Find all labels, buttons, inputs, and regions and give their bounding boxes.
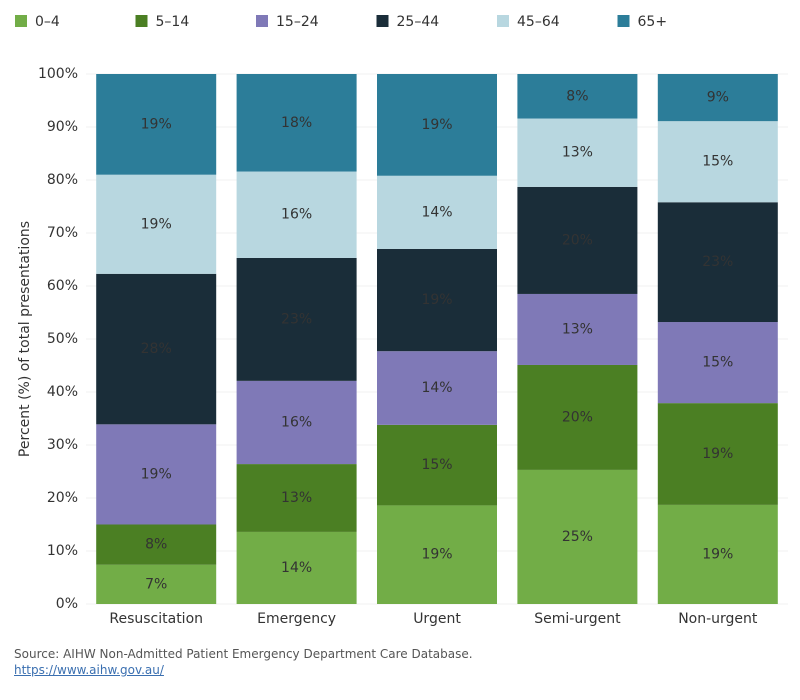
x-tick-label: Urgent [413, 611, 461, 627]
y-axis-title: Percent (%) of total presentations [17, 221, 33, 457]
bar-segment [517, 364, 638, 470]
data-label: 25% [562, 529, 593, 545]
link-wrap: https://www.aihw.gov.au/ [14, 663, 164, 677]
data-label: 7% [145, 576, 167, 592]
link[interactable]: https://www.aihw.gov.au/ [14, 663, 164, 677]
data-label: 19% [141, 466, 172, 482]
y-tick-label: 50% [47, 331, 78, 347]
data-label: 14% [281, 560, 312, 576]
y-tick-label: 70% [47, 225, 78, 241]
y-tick-label: 0% [56, 596, 78, 612]
bar-segment [517, 118, 638, 187]
bar-segment [377, 505, 497, 604]
bar-segment [657, 504, 778, 604]
data-label: 19% [421, 117, 452, 133]
data-label: 8% [566, 88, 588, 104]
data-label: 23% [281, 311, 312, 327]
bar-segment [236, 380, 357, 465]
data-label: 20% [562, 232, 593, 248]
data-label: 18% [281, 115, 312, 131]
bar-segment [236, 464, 357, 532]
bar-segment [517, 74, 638, 119]
legend-label: 5–14 [156, 14, 190, 30]
legend-swatch [376, 15, 389, 27]
bar-segment [657, 322, 778, 404]
bar-segment [657, 403, 778, 505]
bar-segment [517, 469, 638, 604]
data-label: 16% [281, 207, 312, 223]
data-label: 20% [562, 409, 593, 425]
bar-segment [236, 74, 357, 172]
data-label: 19% [421, 547, 452, 563]
bar-segment [96, 174, 217, 274]
data-label: 19% [702, 446, 733, 462]
legend-swatch [135, 15, 148, 27]
y-tick-label: 40% [47, 384, 78, 400]
data-label: 13% [281, 490, 312, 506]
data-label: 15% [702, 355, 733, 371]
bar-segment [96, 273, 217, 425]
y-tick-label: 100% [38, 66, 78, 82]
data-label: 19% [702, 546, 733, 562]
y-tick-label: 30% [47, 437, 78, 453]
bar-segment [236, 531, 357, 604]
x-tick-label: Semi-urgent [534, 611, 621, 627]
data-label: 15% [702, 154, 733, 170]
x-tick-label: Emergency [257, 611, 336, 627]
y-tick-label: 10% [47, 543, 78, 559]
bar-segment [96, 424, 217, 525]
bar-segment [517, 186, 638, 294]
x-tick-label: Resuscitation [109, 611, 203, 627]
bar-segment [96, 524, 217, 565]
bar-segment [377, 351, 497, 425]
bar-segment [96, 564, 217, 604]
y-tick-label: 20% [47, 490, 78, 506]
bar-segment [377, 248, 497, 352]
bar-segment [657, 121, 778, 203]
bar-segment [517, 293, 638, 365]
data-label: 19% [141, 116, 172, 132]
bar-segment [377, 424, 497, 506]
bar-segment [236, 171, 357, 258]
y-tick-label: 60% [47, 278, 78, 294]
chart: Percent (%) of total presentations 0% 10%… [15, 14, 788, 627]
data-label: 19% [141, 216, 172, 232]
data-label: 15% [421, 457, 452, 473]
data-label: 28% [141, 341, 172, 357]
data-label: 14% [421, 204, 452, 220]
legend-label: 25–44 [397, 14, 440, 30]
data-label: 13% [562, 321, 593, 337]
source: Source: AIHW Non-Admitted Patient Emerge… [14, 647, 473, 661]
data-label: 9% [707, 90, 729, 106]
data-label: 13% [562, 145, 593, 161]
x-tick-label: Non-urgent [678, 611, 758, 627]
bar-segment [236, 257, 357, 381]
y-tick-label: 90% [47, 119, 78, 135]
legend-swatch [497, 15, 509, 27]
legend-label: 45–64 [517, 14, 560, 30]
legend-swatch [15, 15, 27, 27]
bar-segment [377, 74, 497, 176]
bar-segment [657, 202, 778, 323]
bar-segment [657, 74, 778, 122]
data-label: 16% [281, 414, 312, 430]
data-label: 19% [421, 292, 452, 308]
legend-label: 15–24 [276, 14, 319, 30]
bar-segment [377, 175, 497, 249]
legend-label: 65+ [638, 14, 668, 30]
legend-label: 0–4 [35, 14, 60, 30]
y-tick-label: 80% [47, 172, 78, 188]
data-label: 23% [702, 254, 733, 270]
legend-swatch [256, 15, 268, 27]
bar-segment [96, 74, 217, 175]
legend-swatch [617, 15, 630, 27]
data-label: 14% [421, 380, 452, 396]
data-label: 8% [145, 537, 167, 553]
